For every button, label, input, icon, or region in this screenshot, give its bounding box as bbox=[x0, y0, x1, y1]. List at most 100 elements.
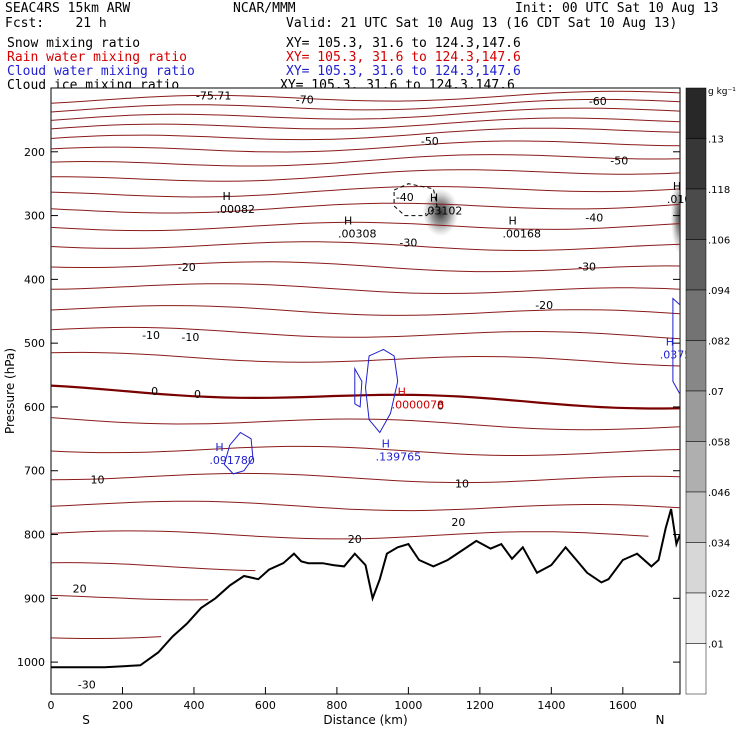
temperature-contour-label: -60 bbox=[589, 95, 607, 108]
colorbar-swatch bbox=[685, 643, 707, 695]
temperature-contour-label: -10 bbox=[181, 331, 199, 344]
valid-time: Valid: 21 UTC Sat 10 Aug 13 (16 CDT Sat … bbox=[286, 16, 678, 31]
temperature-contour bbox=[51, 445, 680, 456]
maximum-marker: H bbox=[398, 385, 406, 398]
maximum-value: .00168 bbox=[502, 227, 541, 240]
y-tick-label: 1000 bbox=[17, 656, 45, 669]
x-tick-label: 1200 bbox=[466, 699, 494, 712]
field-cloudwater-xy: XY= 105.3, 31.6 to 124.3,147.6 bbox=[286, 64, 521, 79]
temperature-contour bbox=[51, 384, 680, 410]
temperature-contour bbox=[51, 221, 680, 232]
terrain-profile bbox=[51, 508, 680, 669]
temperature-contour bbox=[51, 140, 680, 153]
temperature-contour bbox=[51, 98, 680, 113]
temperature-contour bbox=[51, 351, 680, 367]
temperature-contour bbox=[51, 154, 680, 167]
temperature-contour-label: -20 bbox=[535, 299, 553, 312]
x-tick-label: 0 bbox=[48, 699, 55, 712]
field-rain-xy: XY= 105.3, 31.6 to 124.3,147.6 bbox=[286, 50, 521, 65]
temperature-contour bbox=[51, 90, 680, 104]
field-snow-xy: XY= 105.3, 31.6 to 124.3,147.6 bbox=[286, 36, 521, 51]
colorbar-label: .118 bbox=[708, 185, 730, 196]
temperature-contour-label: 0 bbox=[151, 385, 158, 398]
temperature-contour bbox=[51, 305, 680, 316]
colorbar-label: .034 bbox=[708, 539, 730, 550]
cloud-water-contour bbox=[364, 348, 399, 434]
colorbar-swatch bbox=[685, 289, 707, 341]
temperature-contour bbox=[51, 185, 680, 198]
temperature-contour bbox=[51, 261, 680, 273]
colorbar-swatch bbox=[685, 340, 707, 392]
temperature-contour-label: -40 bbox=[585, 211, 603, 224]
org-label: NCAR/MMM bbox=[233, 1, 296, 16]
field-cloudwater-name: Cloud water mixing ratio bbox=[7, 64, 195, 79]
temperature-contour bbox=[51, 636, 162, 639]
maximum-value: .00082 bbox=[217, 203, 256, 216]
colorbar-swatch bbox=[685, 441, 707, 493]
maximum-marker: H bbox=[382, 438, 390, 451]
colorbar-label: .022 bbox=[708, 589, 730, 600]
temperature-contour-label: -30 bbox=[78, 678, 96, 691]
maximum-marker: H bbox=[223, 190, 231, 203]
colorbar-swatch bbox=[685, 592, 707, 644]
x-tick-label: 600 bbox=[255, 699, 276, 712]
maximum-value: .0375 bbox=[660, 349, 692, 362]
x-axis-title: Distance (km) bbox=[323, 713, 407, 727]
x-endpoint-north: N bbox=[656, 713, 665, 727]
y-tick-label: 600 bbox=[24, 401, 45, 414]
colorbar-swatch bbox=[685, 239, 707, 291]
colorbar-swatch bbox=[685, 542, 707, 594]
temperature-contour bbox=[51, 417, 680, 431]
colorbar-label: .07 bbox=[708, 387, 724, 398]
maximum-marker: H bbox=[508, 214, 516, 227]
maximum-value: .091780 bbox=[209, 454, 255, 467]
temperature-contour-label: 20 bbox=[348, 533, 362, 546]
field-rain-name: Rain water mixing ratio bbox=[7, 50, 188, 65]
temperature-contour bbox=[51, 530, 649, 540]
maximum-marker: H bbox=[344, 214, 352, 227]
temperature-contour-label: -20 bbox=[178, 261, 196, 274]
forecast-hour: Fcst: 21 h bbox=[5, 16, 107, 31]
y-tick-label: 700 bbox=[24, 465, 45, 478]
x-tick-label: 1400 bbox=[537, 699, 565, 712]
temperature-contour-label: 10 bbox=[455, 477, 469, 490]
maximum-value: .00308 bbox=[338, 227, 377, 240]
temperature-contour bbox=[51, 594, 209, 601]
y-axis-title: Pressure (hPa) bbox=[3, 348, 17, 434]
colorbar-swatch bbox=[685, 87, 707, 139]
maximum-value: .0000078 bbox=[392, 398, 445, 411]
temperature-contour-label: -30 bbox=[578, 261, 596, 274]
temperature-contour bbox=[51, 500, 680, 512]
temperature-contour bbox=[51, 127, 680, 141]
temperature-contour-label: 10 bbox=[90, 474, 104, 487]
temperature-contour-label: -50 bbox=[421, 135, 439, 148]
cloud-water-contour bbox=[223, 431, 254, 475]
colorbar-label: .082 bbox=[708, 337, 730, 348]
temperature-contour-label: -50 bbox=[610, 155, 628, 168]
y-tick-label: 800 bbox=[24, 529, 45, 542]
x-tick-label: 200 bbox=[112, 699, 133, 712]
colorbar-swatch bbox=[685, 491, 707, 543]
colorbar-label: .106 bbox=[708, 236, 730, 247]
field-snow-name: Snow mixing ratio bbox=[7, 36, 141, 51]
colorbar-unit: g kg⁻¹ bbox=[708, 87, 736, 97]
y-tick-label: 300 bbox=[24, 210, 45, 223]
temperature-contour-label: -40 bbox=[396, 191, 414, 204]
colorbar-label: .058 bbox=[708, 438, 730, 449]
temperature-contour-label: -30 bbox=[399, 236, 417, 249]
x-tick-label: 1000 bbox=[394, 699, 422, 712]
temperature-contour bbox=[51, 283, 680, 295]
x-endpoint-south: S bbox=[82, 713, 90, 727]
colorbar-swatch bbox=[685, 390, 707, 442]
colorbar-label: .01 bbox=[708, 640, 724, 651]
temperature-contour bbox=[51, 169, 680, 182]
cloud-water-contour bbox=[672, 297, 680, 396]
temperature-contour-label: 20 bbox=[451, 516, 465, 529]
temperature-contour bbox=[51, 326, 680, 340]
init-time: Init: 00 UTC Sat 10 Aug 13 bbox=[515, 1, 719, 16]
temperature-contour-label: -70 bbox=[296, 93, 314, 106]
colorbar-swatch bbox=[685, 138, 707, 190]
temperature-contour bbox=[51, 107, 680, 121]
y-tick-label: 400 bbox=[24, 273, 45, 286]
